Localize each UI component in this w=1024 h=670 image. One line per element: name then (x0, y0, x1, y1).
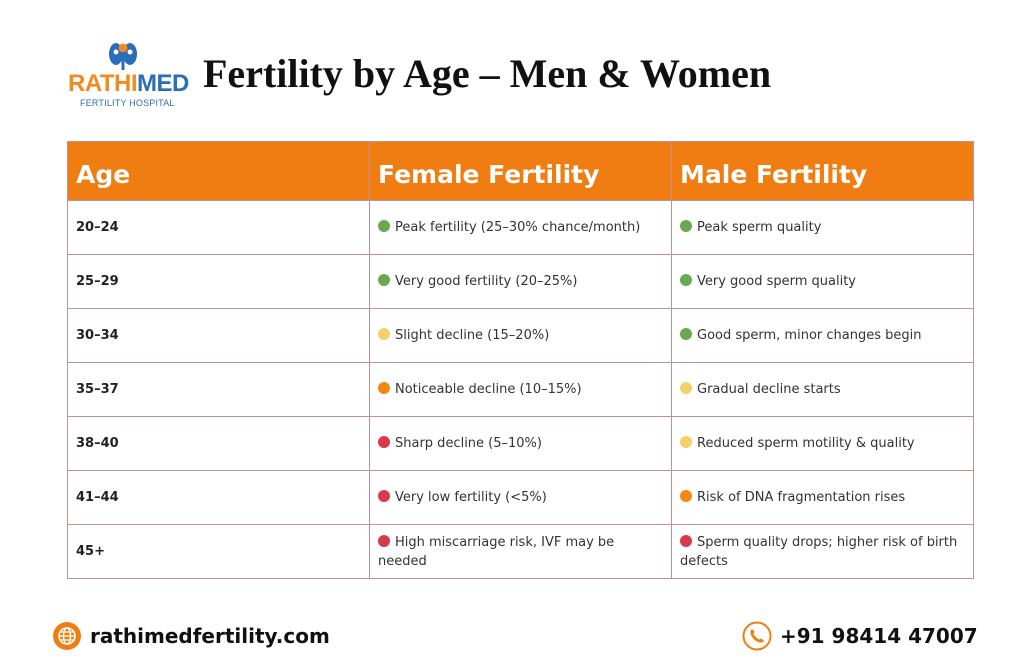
website-link[interactable]: rathimedfertility.com (52, 621, 330, 651)
status-dot-icon (378, 274, 390, 286)
status-dot-icon (378, 534, 390, 547)
header-age: Age (67, 141, 370, 201)
female-fertility-cell: High miscarriage risk, IVF may be needed (369, 524, 672, 579)
table-body: 20–24 Peak fertility (25–30% chance/month… (67, 200, 974, 579)
male-fertility-cell: Peak sperm quality (671, 200, 974, 255)
male-fertility-text: Good sperm, minor changes begin (697, 328, 922, 343)
status-dot-icon (680, 490, 692, 502)
female-fertility-text: Slight decline (15–20%) (395, 328, 550, 343)
male-fertility-text: Sperm quality drops; higher risk of birt… (680, 534, 958, 569)
age-cell: 41–44 (67, 470, 370, 525)
phone-link[interactable]: +91 98414 47007 (742, 621, 978, 651)
female-fertility-text: Very low fertility (<5%) (395, 490, 547, 505)
status-dot-icon (680, 382, 692, 394)
female-fertility-text: Very good fertility (20–25%) (395, 274, 578, 289)
male-fertility-text: Peak sperm quality (697, 220, 822, 235)
phone-text: +91 98414 47007 (780, 624, 978, 648)
table-row: 20–24 Peak fertility (25–30% chance/month… (67, 200, 974, 255)
status-dot-icon (680, 534, 692, 547)
status-dot-icon (378, 490, 390, 502)
male-fertility-cell: Very good sperm quality (671, 254, 974, 309)
table-row: 25–29 Very good fertility (20–25%) Very go… (67, 254, 974, 309)
age-cell: 30–34 (67, 308, 370, 363)
page-title: Fertility by Age – Men & Women (203, 51, 772, 96)
female-fertility-cell: Sharp decline (5–10%) (369, 416, 672, 471)
age-cell: 25–29 (67, 254, 370, 309)
table-header-row: Age Female Fertility Male Fertility (67, 141, 974, 201)
logo-emblem-icon (109, 43, 137, 70)
logo-word-part1: RATHI (68, 70, 138, 97)
male-fertility-cell: Risk of DNA fragmentation rises (671, 470, 974, 525)
logo-wordmark: RATHIMED (68, 72, 189, 96)
male-fertility-text: Risk of DNA fragmentation rises (697, 490, 906, 505)
female-fertility-text: Noticeable decline (10–15%) (395, 382, 582, 397)
table-row: 45+ High miscarriage risk, IVF may be nee… (67, 524, 974, 579)
table-row: 38–40 Sharp decline (5–10%) Reduced sperm … (67, 416, 974, 471)
male-fertility-cell: Gradual decline starts (671, 362, 974, 417)
header-male-fertility: Male Fertility (671, 141, 974, 201)
male-fertility-cell: Good sperm, minor changes begin (671, 308, 974, 363)
logo-subtitle: FERTILITY HOSPITAL (80, 98, 175, 108)
male-fertility-text: Reduced sperm motility & quality (697, 436, 915, 451)
status-dot-icon (680, 220, 692, 232)
phone-icon (742, 621, 772, 651)
status-dot-icon (378, 220, 390, 232)
website-text: rathimedfertility.com (90, 624, 330, 648)
table-row: 30–34 Slight decline (15–20%) Good sperm, … (67, 308, 974, 363)
female-fertility-cell: Peak fertility (25–30% chance/month) (369, 200, 672, 255)
age-cell: 45+ (67, 524, 370, 579)
status-dot-icon (378, 328, 390, 340)
status-dot-icon (680, 274, 692, 286)
logo-word-part2: MED (137, 70, 189, 97)
male-fertility-text: Very good sperm quality (697, 274, 857, 289)
age-cell: 38–40 (67, 416, 370, 471)
female-fertility-cell: Slight decline (15–20%) (369, 308, 672, 363)
male-fertility-cell: Sperm quality drops; higher risk of birt… (671, 524, 974, 579)
female-fertility-cell: Very good fertility (20–25%) (369, 254, 672, 309)
female-fertility-text: High miscarriage risk, IVF may be needed (378, 534, 615, 569)
status-dot-icon (378, 382, 390, 394)
status-dot-icon (680, 436, 692, 448)
female-fertility-cell: Very low fertility (<5%) (369, 470, 672, 525)
age-cell: 35–37 (67, 362, 370, 417)
fertility-table: Age Female Fertility Male Fertility 20–2… (67, 141, 974, 579)
header-female-fertility: Female Fertility (369, 141, 672, 201)
female-fertility-text: Sharp decline (5–10%) (395, 436, 542, 451)
status-dot-icon (680, 328, 692, 340)
table-row: 41–44 Very low fertility (<5%) Risk of DNA… (67, 470, 974, 525)
age-cell: 20–24 (67, 200, 370, 255)
male-fertility-text: Gradual decline starts (697, 382, 841, 397)
brand-logo: RATHIMED FERTILITY HOSPITAL (68, 40, 189, 112)
female-fertility-cell: Noticeable decline (10–15%) (369, 362, 672, 417)
globe-icon (53, 622, 81, 650)
status-dot-icon (378, 436, 390, 448)
fertility-table-container: Age Female Fertility Male Fertility 20–2… (67, 141, 974, 579)
female-fertility-text: Peak fertility (25–30% chance/month) (395, 220, 641, 235)
male-fertility-cell: Reduced sperm motility & quality (671, 416, 974, 471)
table-row: 35–37 Noticeable decline (10–15%) Gradual … (67, 362, 974, 417)
